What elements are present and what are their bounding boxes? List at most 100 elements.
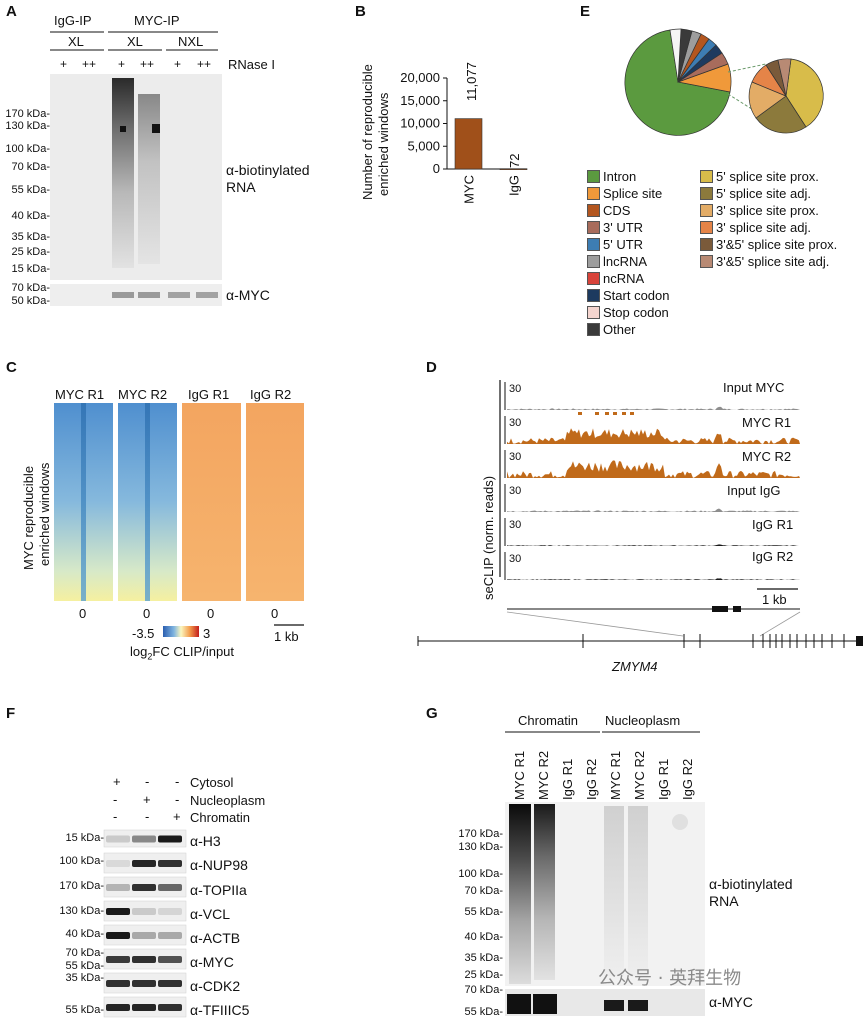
b-ytick-label: 15,000 (400, 93, 440, 108)
c-scalebar-label: 1 kb (274, 629, 299, 644)
b-ytick-label: 20,000 (400, 70, 440, 85)
e-legend-left-swatch (587, 170, 600, 183)
c-col-igg-r1: IgG R1 (188, 387, 230, 402)
f-fraction-chromatin: Chromatin (190, 810, 250, 825)
g-marker-70: 70 kDa- (464, 885, 503, 897)
d-tick-6: 30 (509, 553, 522, 565)
e-legend-right-swatch (700, 187, 713, 200)
e-legend-right-label: 3' splice site adj. (716, 220, 811, 235)
d-tick-1: 30 (509, 383, 522, 395)
a-rnase-1: + (60, 57, 68, 71)
e-legend-left-label: Other (603, 322, 636, 337)
d-coverage-track (507, 428, 800, 444)
a-marker-50-bottom: 50 kDa- (11, 295, 50, 307)
f-band (106, 908, 130, 915)
g-marker-55-b: 55 kDa- (464, 1006, 503, 1018)
e-legend-left-label: Start codon (603, 288, 670, 303)
f-band (106, 860, 130, 867)
f-band (106, 1004, 130, 1011)
a-probe-myc: α-MYC (226, 287, 270, 303)
f-marker-40: 40 kDa- (65, 928, 104, 940)
g-probe-myc: α-MYC (709, 994, 753, 1010)
f-marker-70: 70 kDa- (65, 947, 104, 959)
d-peak-marker (578, 412, 582, 415)
e-legend-right-swatch (700, 170, 713, 183)
e-legend-right-label: 3'&5' splice site adj. (716, 254, 830, 269)
a-header-lines (50, 31, 218, 51)
f-band (132, 908, 156, 915)
f-sign-3-3: + (173, 809, 181, 824)
a-sub-xl-1: XL (68, 34, 84, 49)
f-probe-vcl: α-VCL (190, 906, 230, 922)
a-rnase-2: ++ (82, 57, 97, 71)
b-ytick-label: 10,000 (400, 116, 440, 131)
a-rnase-4: ++ (140, 57, 155, 71)
c-heatmap-igg-r2 (246, 403, 304, 601)
e-legend-left-swatch (587, 272, 600, 285)
c-scale-title: log2FC CLIP/input (130, 644, 235, 662)
a-sub-nxl: NXL (178, 34, 204, 49)
f-probe-nup98: α-NUP98 (190, 857, 248, 873)
d-zoom-guide (759, 611, 801, 637)
f-probe-actb: α-ACTB (190, 930, 241, 946)
f-band (132, 884, 156, 891)
b-category-label: IgG (507, 175, 522, 196)
e-legend-left-label: ncRNA (603, 271, 645, 286)
a-blot-bottom (50, 284, 222, 306)
a-rnase-6: ++ (197, 57, 212, 71)
g-marker-25: 25 kDa- (464, 969, 503, 981)
d-coverage-track (507, 578, 800, 580)
c-heatmaps (54, 403, 304, 601)
a-marker-170: 170 kDa- (5, 108, 50, 120)
e-legend-right-swatch (700, 255, 713, 268)
e-legend-left-label: CDS (603, 203, 631, 218)
e-legend-right-swatch (700, 221, 713, 234)
g-lane-6: MYC R2 (632, 750, 647, 800)
d-gene-end (856, 636, 863, 646)
watermark: 公众号 · 英拜生物 (598, 968, 742, 989)
c-zero-2: 0 (143, 606, 151, 621)
f-band (158, 908, 182, 915)
d-coverage-track (507, 544, 800, 546)
a-probe-rna: RNA (226, 179, 256, 195)
g-blots (505, 802, 705, 1016)
f-marker-100: 100 kDa- (59, 855, 104, 867)
b-ytick-label: 5,000 (407, 138, 440, 153)
f-band (158, 980, 182, 987)
f-sign-2-2: + (143, 792, 151, 807)
c-scale (163, 624, 304, 637)
c-scale-max: 3 (203, 626, 211, 641)
g-marker-70-b: 70 kDa- (464, 984, 503, 996)
f-sign-2-1: - (113, 792, 118, 807)
f-marker-130: 130 kDa- (59, 905, 104, 917)
e-legend-left-label: Stop codon (603, 305, 669, 320)
g-marker-35: 35 kDa- (464, 952, 503, 964)
e-legend-right-label: 3'&5' splice site prox. (716, 237, 838, 252)
e-legend-left-swatch (587, 289, 600, 302)
f-band (158, 1004, 182, 1011)
panel-f-label: F (6, 705, 16, 722)
d-peak-marker (630, 412, 634, 415)
f-band (132, 932, 156, 939)
d-peak-marker (595, 412, 599, 415)
g-lane-1: MYC R1 (512, 750, 527, 800)
e-legend-right-label: 3' splice site prox. (716, 203, 819, 218)
f-sign-3-1: - (113, 809, 118, 824)
d-tick-5: 30 (509, 519, 522, 531)
a-marker-70-bottom: 70 kDa- (11, 282, 50, 294)
f-band (158, 932, 182, 939)
a-marker-70: 70 kDa- (11, 161, 50, 173)
g-lane-8: IgG R2 (680, 758, 695, 800)
c-col-igg-r2: IgG R2 (250, 387, 292, 402)
d-peak-marker (622, 412, 626, 415)
c-zero-3: 0 (207, 606, 215, 621)
a-group-igg: IgG-IP (54, 13, 92, 28)
b-ytick-label: 0 (433, 161, 440, 176)
c-scale-min: -3.5 (132, 626, 155, 641)
g-group-nucleoplasm: Nucleoplasm (605, 713, 681, 728)
f-band (106, 884, 130, 891)
g-group-chromatin: Chromatin (518, 713, 578, 728)
e-legend-left-swatch (587, 221, 600, 234)
e-legend-left-swatch (587, 187, 600, 200)
